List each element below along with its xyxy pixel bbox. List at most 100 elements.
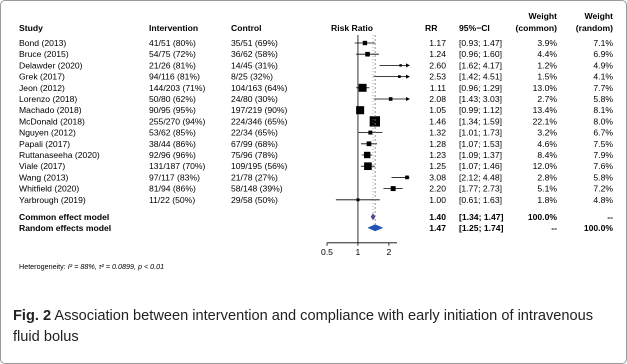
study-name: Lorenzo (2018) bbox=[19, 94, 77, 104]
study-control: 75/96 (78%) bbox=[231, 150, 278, 160]
study-name: Jeon (2012) bbox=[19, 83, 65, 93]
study-ci: [0.61; 1.63] bbox=[459, 195, 502, 205]
study-ci: [1.43; 3.03] bbox=[459, 94, 502, 104]
study-control: 104/163 (64%) bbox=[231, 83, 288, 93]
x-tick-label: 2 bbox=[387, 247, 392, 257]
study-weight-common: 5.1% bbox=[537, 184, 557, 194]
study-weight-common: 2.7% bbox=[537, 94, 557, 104]
forest-plot: Study Intervention Control Risk Ratio RR… bbox=[19, 11, 614, 271]
col-header-control: Control bbox=[231, 23, 262, 33]
study-control: 197/219 (90%) bbox=[231, 105, 288, 115]
summary-ci-random: [1.25; 1.74] bbox=[459, 223, 504, 233]
summary-diamond-common bbox=[370, 213, 376, 221]
study-square bbox=[364, 162, 372, 171]
study-rr: 2.60 bbox=[429, 60, 446, 70]
study-square bbox=[398, 75, 401, 78]
study-name: Viale (2017) bbox=[19, 161, 65, 171]
col-header-rr: RR bbox=[425, 23, 438, 33]
study-control: 22/34 (65%) bbox=[231, 128, 278, 138]
study-weight-common: 1.8% bbox=[537, 195, 557, 205]
study-weight-random: 7.2% bbox=[593, 184, 613, 194]
study-control: 109/195 (56%) bbox=[231, 161, 288, 171]
study-name: McDonald (2018) bbox=[19, 116, 85, 126]
study-control: 14/45 (31%) bbox=[231, 60, 278, 70]
study-weight-random: 7.7% bbox=[593, 83, 613, 93]
study-rr: 2.20 bbox=[429, 184, 446, 194]
study-name: Nguyen (2012) bbox=[19, 128, 76, 138]
study-square bbox=[362, 40, 368, 46]
study-weight-common: 13.4% bbox=[533, 105, 558, 115]
study-intervention: 97/117 (83%) bbox=[149, 172, 200, 182]
study-square bbox=[368, 130, 373, 135]
caption-fig-label: Fig. 2 bbox=[13, 308, 52, 324]
study-weight-random: 8.0% bbox=[593, 116, 613, 126]
study-name: Machado (2018) bbox=[19, 105, 82, 115]
summary-rr-random: 1.47 bbox=[429, 223, 446, 233]
study-rr: 1.25 bbox=[429, 161, 446, 171]
study-rr: 1.32 bbox=[429, 128, 446, 138]
study-ci: [0.93; 1.47] bbox=[459, 38, 502, 48]
study-weight-common: 3.2% bbox=[537, 128, 557, 138]
study-name: Wang (2013) bbox=[19, 172, 68, 182]
study-weight-random: 7.9% bbox=[593, 150, 613, 160]
col-header-study: Study bbox=[19, 23, 43, 33]
study-weight-random: 7.5% bbox=[593, 139, 613, 149]
study-weight-random: 6.7% bbox=[593, 128, 613, 138]
study-control: 24/80 (30%) bbox=[231, 94, 278, 104]
study-weight-common: 1.2% bbox=[537, 60, 557, 70]
study-square bbox=[356, 106, 365, 115]
study-name: Bond (2013) bbox=[19, 38, 66, 48]
study-weight-random: 4.1% bbox=[593, 72, 613, 82]
study-control: 58/148 (39%) bbox=[231, 184, 283, 194]
summary-weight-random-random: 100.0% bbox=[584, 223, 614, 233]
study-weight-common: 4.4% bbox=[537, 49, 557, 59]
study-ci: [1.07; 1.46] bbox=[459, 161, 502, 171]
study-rr: 1.23 bbox=[429, 150, 446, 160]
study-intervention: 11/22 (50%) bbox=[149, 195, 195, 205]
study-control: 67/99 (68%) bbox=[231, 139, 278, 149]
study-ci: [2.12; 4.48] bbox=[459, 172, 502, 182]
study-square bbox=[390, 186, 396, 192]
study-weight-random: 4.9% bbox=[593, 60, 613, 70]
study-intervention: 50/80 (62%) bbox=[149, 94, 196, 104]
summary-label-common: Common effect model bbox=[19, 212, 109, 222]
study-intervention: 144/203 (71%) bbox=[149, 83, 206, 93]
study-square bbox=[405, 175, 409, 180]
study-square bbox=[388, 97, 393, 101]
study-intervention: 21/26 (81%) bbox=[149, 60, 196, 70]
study-weight-common: 22.1% bbox=[533, 116, 558, 126]
study-rr: 1.17 bbox=[429, 38, 446, 48]
ci-arrow bbox=[406, 63, 410, 68]
study-ci: [1.34; 1.59] bbox=[459, 116, 502, 126]
study-weight-common: 3.9% bbox=[537, 38, 557, 48]
study-control: 36/62 (58%) bbox=[231, 49, 278, 59]
summary-diamond-random bbox=[367, 224, 384, 232]
study-name: Bruce (2015) bbox=[19, 49, 69, 59]
study-rr: 1.46 bbox=[429, 116, 446, 126]
study-weight-common: 13.0% bbox=[533, 83, 558, 93]
study-intervention: 90/95 (95%) bbox=[149, 105, 196, 115]
study-rr: 1.00 bbox=[429, 195, 446, 205]
study-name: Ruttanaseeha (2020) bbox=[19, 150, 100, 160]
study-weight-common: 12.0% bbox=[533, 161, 558, 171]
study-ci: [0.96; 1.60] bbox=[459, 49, 502, 59]
study-rr: 1.05 bbox=[429, 105, 446, 115]
study-square bbox=[399, 64, 402, 67]
study-square bbox=[364, 151, 371, 159]
study-ci: [1.77; 2.73] bbox=[459, 184, 502, 194]
col-header-risk-ratio: Risk Ratio bbox=[331, 23, 373, 33]
study-control: 224/346 (65%) bbox=[231, 116, 288, 126]
caption-text: Association between intervention and com… bbox=[13, 308, 594, 345]
study-name: Delawder (2020) bbox=[19, 60, 83, 70]
study-control: 21/78 (27%) bbox=[231, 172, 278, 182]
summary-weight-common-common: 100.0% bbox=[528, 212, 558, 222]
study-weight-random: 7.1% bbox=[593, 38, 613, 48]
study-ci: [0.96; 1.29] bbox=[459, 83, 502, 93]
study-ci: [1.62; 4.17] bbox=[459, 60, 502, 70]
study-intervention: 41/51 (80%) bbox=[149, 38, 196, 48]
study-intervention: 53/62 (85%) bbox=[149, 128, 196, 138]
study-rr: 2.08 bbox=[429, 94, 446, 104]
study-intervention: 92/96 (96%) bbox=[149, 150, 196, 160]
study-weight-random: 6.9% bbox=[593, 49, 613, 59]
